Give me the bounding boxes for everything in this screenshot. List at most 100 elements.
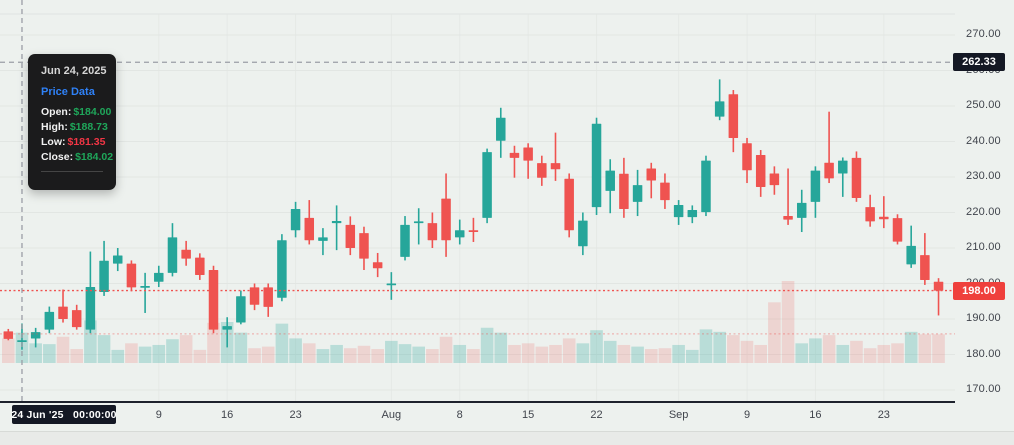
candle-body[interactable] [359, 233, 369, 259]
volume-bar[interactable] [439, 336, 453, 363]
volume-bar[interactable] [863, 348, 877, 363]
candle-body[interactable] [17, 340, 27, 343]
candle-body[interactable] [154, 272, 164, 282]
time-axis[interactable]: 9 16 23 Aug 8 15 22 Sep 9 16 23 [0, 403, 1014, 430]
candle-body[interactable] [112, 255, 123, 264]
volume-bar[interactable] [535, 346, 549, 363]
candle-body[interactable] [879, 216, 889, 220]
volume-bar[interactable] [672, 344, 685, 363]
volume-bar[interactable] [809, 338, 822, 363]
volume-bar[interactable] [576, 343, 590, 363]
volume-bar[interactable] [330, 344, 343, 363]
volume-bar[interactable] [261, 346, 275, 363]
candle-body[interactable] [140, 285, 150, 288]
volume-bar[interactable] [166, 339, 179, 363]
volume-bar[interactable] [29, 343, 42, 363]
volume-bar[interactable] [275, 323, 289, 363]
candle-body[interactable] [167, 237, 178, 273]
candle-body[interactable] [578, 220, 588, 247]
candle-body[interactable] [126, 263, 137, 288]
volume-bar[interactable] [617, 344, 631, 363]
candle-body[interactable] [222, 326, 232, 330]
volume-bar[interactable] [152, 344, 166, 363]
candle-body[interactable] [236, 296, 246, 323]
candle-body[interactable] [331, 221, 342, 224]
volume-bar[interactable] [727, 335, 740, 363]
volume-bar[interactable] [644, 349, 658, 363]
candle-body[interactable] [646, 168, 657, 181]
volume-bar[interactable] [179, 335, 193, 363]
candle-body[interactable] [783, 216, 793, 220]
candle-body[interactable] [537, 163, 547, 178]
candle-body[interactable] [263, 287, 273, 307]
volume-bar[interactable] [822, 335, 836, 363]
candle-body[interactable] [687, 210, 698, 218]
volume-bar[interactable] [603, 340, 617, 363]
volume-bar[interactable] [699, 329, 713, 363]
volume-bar[interactable] [357, 345, 371, 363]
volume-bar[interactable] [385, 340, 398, 363]
candle-body[interactable] [920, 255, 930, 280]
candle-body[interactable] [714, 101, 725, 117]
candle-body[interactable] [195, 257, 205, 275]
candle-body[interactable] [290, 208, 301, 231]
volume-bar[interactable] [398, 344, 412, 363]
volume-bar[interactable] [918, 334, 932, 363]
candle-body[interactable] [277, 240, 287, 298]
candle-body[interactable] [99, 260, 109, 293]
volume-bar[interactable] [56, 336, 70, 363]
candle-body[interactable] [44, 311, 55, 330]
candle-body[interactable] [30, 332, 41, 339]
candle-body[interactable] [441, 198, 451, 241]
candle-body[interactable] [632, 185, 643, 202]
volume-bar[interactable] [904, 331, 918, 363]
candle-body[interactable] [468, 230, 479, 233]
candle-body[interactable] [728, 94, 739, 138]
candle-body[interactable] [619, 173, 629, 209]
candle-body[interactable] [523, 147, 533, 161]
volume-bar[interactable] [316, 349, 330, 363]
volume-bar[interactable] [631, 346, 644, 363]
candle-body[interactable] [810, 170, 821, 202]
candle-body[interactable] [454, 230, 465, 238]
candle-body[interactable] [838, 160, 848, 174]
chart-plot-area[interactable] [0, 0, 1014, 432]
volume-bar[interactable] [686, 349, 699, 363]
volume-bar[interactable] [97, 335, 111, 363]
candle-body[interactable] [345, 224, 356, 248]
candle-body[interactable] [318, 237, 328, 241]
volume-bar[interactable] [781, 281, 795, 363]
candle-body[interactable] [427, 223, 438, 241]
volume-bar[interactable] [658, 348, 672, 363]
candle-body[interactable] [249, 287, 260, 305]
volume-bar[interactable] [412, 346, 425, 363]
volume-bar[interactable] [302, 343, 316, 363]
volume-bar[interactable] [713, 331, 726, 363]
volume-bar[interactable] [453, 344, 467, 363]
volume-bar[interactable] [891, 343, 904, 363]
candle-body[interactable] [701, 160, 711, 213]
volume-bar[interactable] [850, 340, 863, 363]
candle-body[interactable] [386, 283, 397, 286]
candle-body[interactable] [605, 170, 615, 191]
candle-body[interactable] [892, 218, 903, 242]
candle-body[interactable] [413, 221, 424, 224]
volume-bar[interactable] [207, 322, 220, 363]
candle-body[interactable] [496, 117, 506, 141]
candle-body[interactable] [851, 157, 862, 198]
volume-bar[interactable] [494, 332, 508, 363]
volume-bar[interactable] [467, 349, 480, 363]
candle-body[interactable] [400, 224, 410, 257]
volume-bar[interactable] [234, 332, 248, 363]
volume-bar[interactable] [289, 338, 302, 363]
volume-bar[interactable] [795, 343, 809, 363]
volume-bar[interactable] [193, 349, 207, 363]
candle-body[interactable] [755, 154, 766, 187]
volume-bar[interactable] [549, 344, 562, 363]
candle-body[interactable] [85, 287, 96, 330]
volume-bar[interactable] [740, 340, 754, 363]
candle-body[interactable] [372, 262, 383, 269]
candle-body[interactable] [591, 123, 602, 208]
volume-bar[interactable] [590, 330, 603, 363]
